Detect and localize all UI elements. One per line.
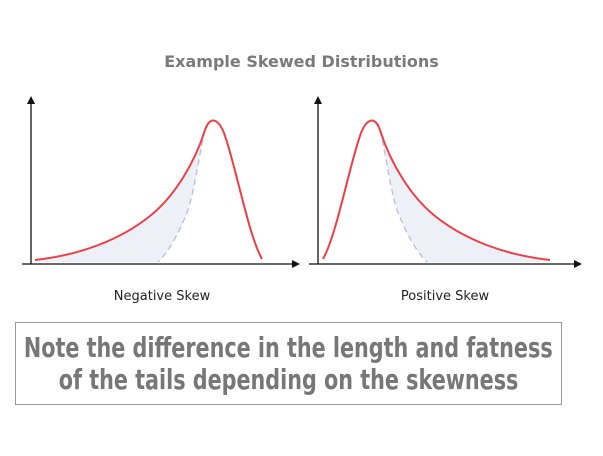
negative-skew-plot bbox=[22, 96, 300, 268]
positive-skew-fill bbox=[380, 130, 550, 262]
negative-skew-reference-curve bbox=[157, 129, 206, 263]
chart-title: Example Skewed Distributions bbox=[164, 52, 439, 71]
positive-skew-reference-curve bbox=[379, 129, 428, 263]
note-line-1: Note the difference in the length and fa… bbox=[24, 330, 553, 364]
positive-skew-label: Positive Skew bbox=[400, 289, 490, 304]
negative-skew-fill bbox=[35, 130, 205, 262]
negative-skew-label: Negative Skew bbox=[113, 289, 211, 304]
note-box: Note the difference in the length and fa… bbox=[15, 322, 562, 405]
negative-skew-curve bbox=[34, 119, 263, 261]
positive-skew-plot bbox=[309, 96, 582, 268]
note-line-2: of the tails depending on the skewness bbox=[58, 362, 519, 396]
positive-skew-curve bbox=[322, 119, 551, 261]
